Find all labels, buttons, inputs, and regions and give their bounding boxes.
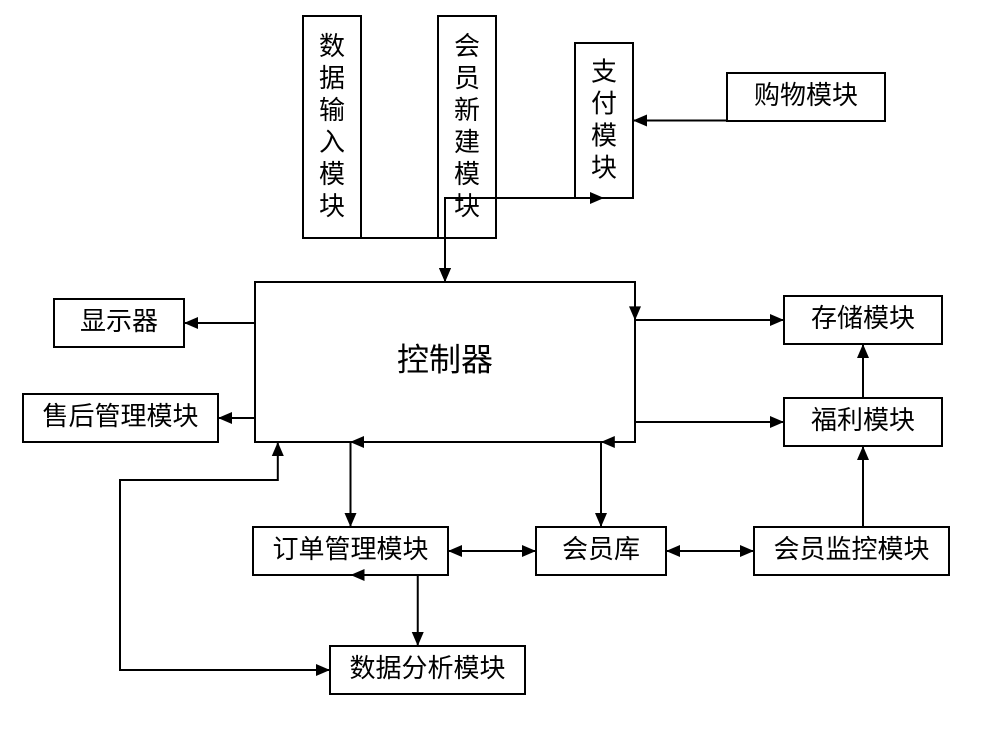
edge: [332, 238, 445, 282]
edge: [351, 575, 418, 646]
edge: [635, 422, 784, 423]
node-label-after_sales: 售后管理模块: [42, 402, 198, 431]
node-label-member_db: 会员库: [562, 535, 640, 564]
node-label-display: 显示器: [80, 307, 158, 336]
arrowhead: [857, 344, 869, 358]
node-label-controller: 控制器: [397, 341, 493, 377]
arrowhead: [740, 545, 754, 557]
node-label-order_mgmt: 订单管理模块: [272, 535, 428, 564]
arrowhead: [439, 268, 451, 282]
edge: [633, 97, 727, 121]
arrowhead: [345, 513, 357, 527]
arrowhead: [770, 416, 784, 428]
arrowhead: [770, 314, 784, 326]
diagram-canvas: 数据输入模块会员新建模块支付模块购物模块显示器售后管理模块控制器存储模块福利模块…: [0, 0, 1000, 749]
arrowhead: [666, 545, 680, 557]
arrowhead: [412, 632, 424, 646]
arrowhead: [316, 664, 330, 676]
node-label-member_mon: 会员监控模块: [773, 535, 929, 564]
arrowhead: [522, 545, 536, 557]
arrowhead: [184, 317, 198, 329]
node-label-data_analysis: 数据分析模块: [349, 654, 505, 683]
arrowhead: [448, 545, 462, 557]
arrowhead: [857, 446, 869, 460]
arrowhead: [633, 115, 647, 127]
node-label-storage: 存储模块: [811, 304, 915, 333]
edge: [445, 238, 467, 282]
node-label-shopping: 购物模块: [754, 81, 858, 110]
arrowhead: [272, 442, 284, 456]
arrowhead: [595, 513, 607, 527]
arrowhead: [218, 412, 232, 424]
node-label-welfare: 福利模块: [811, 406, 915, 435]
